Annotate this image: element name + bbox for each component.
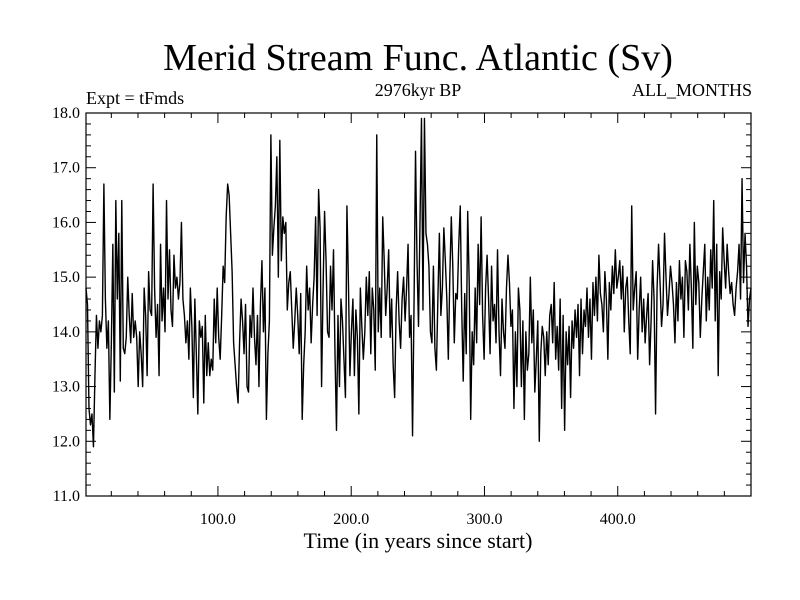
plot-frame — [85, 112, 752, 497]
y-tick-label: 13.0 — [52, 379, 80, 396]
tick-labels: 100.0 200.0 300.0 400.0 11.0 12.0 13.0 14.0 15.0… — [52, 105, 636, 528]
y-tick-label: 16.0 — [52, 214, 80, 231]
y-tick-label: 17.0 — [52, 160, 80, 177]
x-tick-label: 300.0 — [466, 511, 502, 528]
series-line — [85, 117, 752, 448]
x-tick-label: 100.0 — [200, 511, 236, 528]
y-tick-label: 14.0 — [52, 324, 80, 341]
y-tick-label: 15.0 — [52, 269, 80, 286]
y-tick-label: 18.0 — [52, 105, 80, 122]
x-tick-label: 400.0 — [600, 511, 636, 528]
months-label: ALL_MONTHS — [632, 80, 752, 100]
x-axis-label: Time (in years since start) — [303, 528, 533, 553]
chart-subtitle: 2976kyr BP — [374, 80, 462, 100]
chart-title: Merid Stream Func. Atlantic (Sv) — [163, 37, 673, 79]
experiment-label: Expt = tFmds — [86, 88, 185, 108]
y-tick-label: 12.0 — [52, 433, 80, 450]
x-tick-label: 200.0 — [333, 511, 369, 528]
axis-ticks — [86, 112, 751, 497]
y-tick-label: 11.0 — [53, 488, 80, 505]
